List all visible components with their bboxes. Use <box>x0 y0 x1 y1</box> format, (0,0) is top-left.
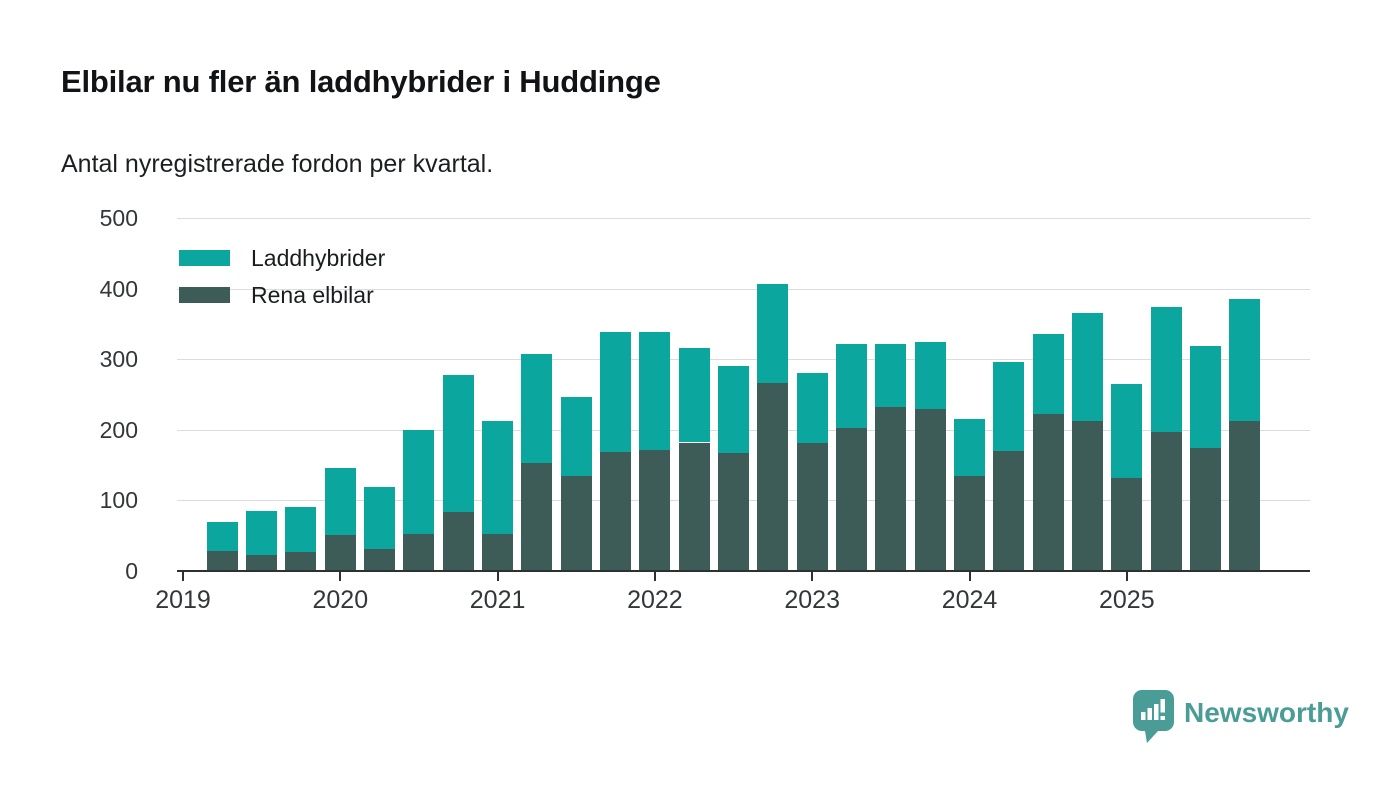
bar-segment-laddhybrider <box>836 343 868 429</box>
bar-segment-rena-elbilar <box>521 462 553 571</box>
bar-segment-rena-elbilar <box>1150 431 1182 571</box>
bar-segment-laddhybrider <box>875 344 907 408</box>
y-axis-tick-label: 0 <box>125 558 138 584</box>
legend-label: Laddhybrider <box>251 244 386 271</box>
x-axis-year-label: 2019 <box>155 586 211 614</box>
bar-segment-rena-elbilar <box>836 428 868 571</box>
x-axis-tick <box>653 572 656 581</box>
x-axis-year-label: 2022 <box>627 586 683 614</box>
bar-segment-rena-elbilar <box>718 453 750 571</box>
brand-name: Newsworthy <box>1184 697 1349 728</box>
bar-segment-rena-elbilar <box>1072 421 1104 571</box>
x-axis-year-label: 2021 <box>469 586 526 614</box>
y-axis-tick-label: 100 <box>99 487 138 514</box>
bar-segment-laddhybrider <box>796 373 828 444</box>
bar-segment-rena-elbilar <box>1111 477 1143 571</box>
y-axis-tick-label: 500 <box>99 205 138 231</box>
bar-segment-rena-elbilar <box>639 449 671 571</box>
legend-label: Rena elbilar <box>251 281 374 308</box>
bar-segment-rena-elbilar <box>600 452 632 571</box>
bar-segment-laddhybrider <box>364 486 396 550</box>
bar-segment-laddhybrider <box>246 510 278 556</box>
bar-segment-laddhybrider <box>600 331 632 453</box>
y-axis-tick-label: 200 <box>99 416 138 443</box>
x-axis-tick <box>496 572 499 581</box>
chart-legend: Laddhybrider Rena elbilar <box>179 244 386 320</box>
bar-segment-rena-elbilar <box>1229 420 1261 571</box>
x-axis-tick <box>811 572 814 581</box>
bar-segment-rena-elbilar <box>442 511 474 571</box>
newsworthy-logo-icon <box>1133 690 1174 743</box>
bar-segment-rena-elbilar <box>757 383 789 571</box>
x-axis-year-label: 2025 <box>1098 586 1155 614</box>
legend-item-laddhybrider: Laddhybrider <box>179 244 386 271</box>
bar-segment-laddhybrider <box>482 420 514 535</box>
bar-segment-rena-elbilar <box>1032 413 1064 571</box>
x-axis-tick <box>1125 572 1128 581</box>
bar-segment-laddhybrider <box>1229 299 1261 421</box>
bar-segment-laddhybrider <box>993 362 1025 451</box>
bar-segment-laddhybrider <box>1111 383 1143 478</box>
y-axis-tick-label: 300 <box>99 346 138 373</box>
x-axis-year-label: 2024 <box>941 586 998 614</box>
x-axis-tick <box>339 572 342 581</box>
bar-segment-rena-elbilar <box>285 551 317 571</box>
bar-segment-rena-elbilar <box>206 550 238 571</box>
bar-segment-laddhybrider <box>718 365 750 454</box>
bar-segment-laddhybrider <box>521 353 553 463</box>
x-axis-tick <box>968 572 971 581</box>
bar-segment-laddhybrider <box>324 467 356 535</box>
y-gridline <box>177 359 1310 361</box>
x-axis-year-label: 2020 <box>312 586 369 614</box>
x-axis-line <box>177 570 1310 572</box>
bar-segment-rena-elbilar <box>914 409 946 571</box>
bar-segment-laddhybrider <box>442 374 474 512</box>
bar-segment-rena-elbilar <box>246 555 278 571</box>
bar-segment-laddhybrider <box>1072 312 1104 422</box>
bar-segment-laddhybrider <box>639 331 671 450</box>
bar-segment-rena-elbilar <box>324 534 356 571</box>
newsworthy-branding: Newsworthy <box>1133 690 1349 743</box>
bar-segment-rena-elbilar <box>364 549 396 571</box>
bar-segment-laddhybrider <box>1032 333 1064 414</box>
bar-segment-laddhybrider <box>914 341 946 410</box>
legend-swatch-laddhybrider <box>179 250 230 266</box>
bar-segment-rena-elbilar <box>1190 448 1222 571</box>
bar-segment-laddhybrider <box>285 506 317 552</box>
bar-segment-laddhybrider <box>757 284 789 384</box>
bar-segment-laddhybrider <box>1190 345 1222 449</box>
bar-segment-laddhybrider <box>206 521 238 551</box>
bar-segment-rena-elbilar <box>678 442 710 571</box>
bar-segment-rena-elbilar <box>993 450 1025 571</box>
legend-swatch-rena-elbilar <box>179 287 230 303</box>
bar-segment-laddhybrider <box>560 397 592 477</box>
y-gridline <box>177 218 1310 219</box>
x-axis-year-label: 2023 <box>784 586 840 614</box>
page-subtitle: Antal nyregistrerade fordon per kvartal. <box>61 150 494 178</box>
bar-segment-rena-elbilar <box>954 476 986 571</box>
y-axis-tick-label: 400 <box>99 275 138 302</box>
x-axis-tick <box>182 572 184 581</box>
bar-segment-rena-elbilar <box>403 534 435 571</box>
page-title: Elbilar nu fler än laddhybrider i Huddin… <box>61 64 661 99</box>
bar-segment-laddhybrider <box>678 347 710 443</box>
bar-segment-rena-elbilar <box>875 407 907 571</box>
bar-segment-rena-elbilar <box>482 534 514 571</box>
logo-bars-icon <box>1141 699 1165 720</box>
bar-segment-rena-elbilar <box>796 443 828 571</box>
legend-item-rena-elbilar: Rena elbilar <box>179 281 385 308</box>
bar-segment-laddhybrider <box>403 429 435 535</box>
y-gridline <box>177 288 1310 290</box>
bar-segment-laddhybrider <box>1150 306 1182 432</box>
bar-segment-rena-elbilar <box>560 476 592 571</box>
bar-segment-laddhybrider <box>954 418 986 477</box>
